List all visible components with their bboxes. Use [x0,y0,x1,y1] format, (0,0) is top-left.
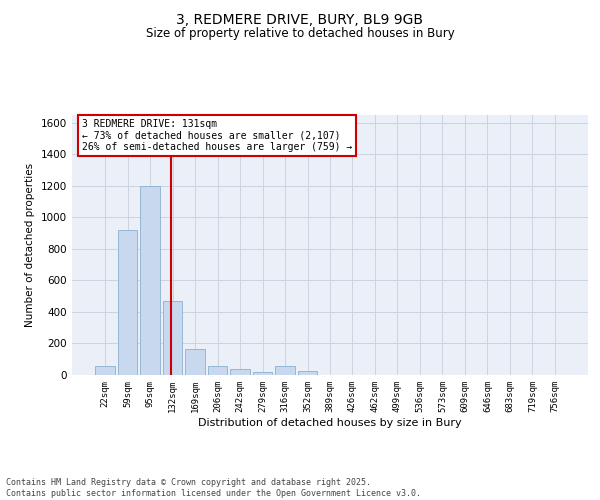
Text: 3, REDMERE DRIVE, BURY, BL9 9GB: 3, REDMERE DRIVE, BURY, BL9 9GB [176,12,424,26]
Bar [118,230,137,375]
Bar [298,371,317,375]
Text: 3 REDMERE DRIVE: 131sqm
← 73% of detached houses are smaller (2,107)
26% of semi: 3 REDMERE DRIVE: 131sqm ← 73% of detache… [82,119,353,152]
Bar [95,366,115,375]
Text: Contains HM Land Registry data © Crown copyright and database right 2025.
Contai: Contains HM Land Registry data © Crown c… [6,478,421,498]
Y-axis label: Number of detached properties: Number of detached properties [25,163,35,327]
Bar [253,372,272,375]
Bar [185,349,205,375]
Text: Size of property relative to detached houses in Bury: Size of property relative to detached ho… [146,28,454,40]
Bar [208,366,227,375]
Bar [275,366,295,375]
Bar [230,368,250,375]
X-axis label: Distribution of detached houses by size in Bury: Distribution of detached houses by size … [198,418,462,428]
Bar [163,301,182,375]
Bar [140,186,160,375]
